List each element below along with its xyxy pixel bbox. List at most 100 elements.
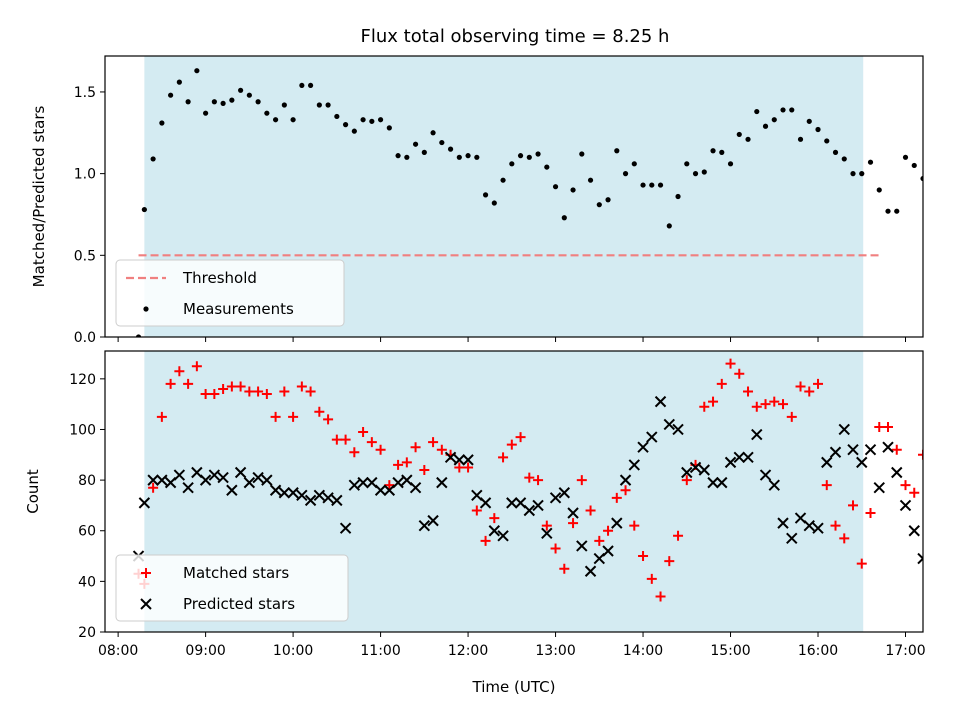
data-point	[377, 117, 384, 123]
data-point	[759, 469, 772, 481]
data-point	[209, 389, 220, 400]
data-point	[786, 532, 798, 545]
data-point	[299, 82, 305, 89]
data-point	[436, 476, 448, 489]
data-point	[509, 161, 515, 167]
data-point	[681, 466, 693, 479]
data-point	[278, 487, 291, 499]
legend-box	[115, 554, 349, 622]
data-point	[891, 466, 903, 479]
x-tick-label: 08:00	[98, 643, 138, 659]
axes-frame	[104, 350, 924, 633]
data-point	[664, 556, 675, 567]
data-point	[168, 92, 174, 98]
data-point	[944, 597, 954, 607]
data-point	[708, 396, 719, 407]
data-point	[927, 462, 937, 472]
data-point	[506, 439, 517, 450]
data-point	[707, 476, 719, 489]
data-point	[393, 459, 404, 470]
data-point	[953, 569, 960, 579]
data-point	[561, 215, 567, 221]
data-point	[269, 484, 282, 496]
data-point	[550, 543, 561, 554]
bottom-panel: 20 40 60 80 100 120 08:00 09:00 10:00 11:00 12:00 1…	[24, 350, 960, 696]
data-point	[876, 187, 882, 193]
data-point	[576, 540, 588, 552]
x-tick-label: 13:00	[535, 643, 575, 659]
data-point	[211, 99, 217, 105]
data-point	[885, 208, 891, 214]
data-point	[760, 399, 771, 410]
data-point	[395, 153, 401, 159]
data-point	[675, 193, 681, 200]
data-point	[727, 161, 734, 167]
x-axis-label: Time (UTC)	[472, 678, 556, 696]
data-point	[307, 82, 314, 89]
data-point	[803, 519, 815, 532]
chart-title: Flux total observing time = 8.25 h	[361, 26, 670, 47]
legend-label: Predicted stars	[183, 595, 295, 613]
data-point	[549, 492, 562, 504]
data-point	[847, 444, 859, 456]
data-point	[725, 358, 736, 369]
data-point	[813, 378, 824, 389]
data-point	[646, 431, 658, 443]
data-point	[497, 530, 509, 542]
data-point	[138, 497, 151, 509]
data-point	[859, 171, 865, 177]
data-point	[602, 545, 614, 557]
data-point	[208, 469, 221, 481]
data-point	[296, 381, 307, 392]
data-point	[253, 386, 264, 397]
data-point	[401, 457, 412, 468]
data-point	[533, 475, 544, 486]
data-point	[745, 136, 751, 142]
data-point	[701, 169, 707, 175]
data-point	[183, 378, 194, 389]
data-point	[174, 366, 185, 377]
data-point	[480, 535, 491, 546]
data-point	[692, 171, 699, 177]
data-point	[736, 131, 742, 138]
data-point	[526, 154, 532, 160]
data-point	[899, 499, 912, 512]
data-point	[243, 476, 256, 489]
data-point	[909, 487, 920, 498]
data-point	[410, 442, 421, 453]
data-point	[821, 456, 833, 469]
data-point	[419, 464, 430, 475]
data-point	[314, 406, 325, 417]
data-point	[252, 471, 264, 484]
data-point	[620, 485, 631, 496]
data-point	[279, 386, 290, 397]
data-point	[804, 386, 815, 397]
data-point	[640, 182, 646, 188]
data-point	[568, 518, 579, 529]
data-point	[596, 202, 602, 208]
axes-frame	[104, 55, 924, 338]
data-point	[366, 437, 377, 448]
data-point	[305, 386, 316, 397]
data-point	[386, 125, 392, 131]
data-point	[270, 411, 281, 422]
data-point	[351, 128, 357, 134]
data-point	[751, 401, 762, 412]
data-point	[369, 118, 375, 124]
data-point	[456, 154, 462, 160]
data-point	[290, 117, 296, 123]
data-point	[304, 494, 317, 507]
legend-label: Matched stars	[183, 564, 289, 582]
data-point	[900, 480, 911, 491]
data-point	[584, 565, 597, 577]
data-point	[439, 139, 445, 146]
data-point	[148, 482, 159, 493]
data-point	[517, 153, 524, 159]
data-point	[710, 148, 716, 154]
data-point	[147, 474, 159, 486]
data-point	[541, 520, 552, 531]
data-point	[917, 552, 923, 565]
data-point	[141, 206, 147, 213]
data-point	[873, 481, 885, 494]
data-point	[716, 378, 727, 389]
